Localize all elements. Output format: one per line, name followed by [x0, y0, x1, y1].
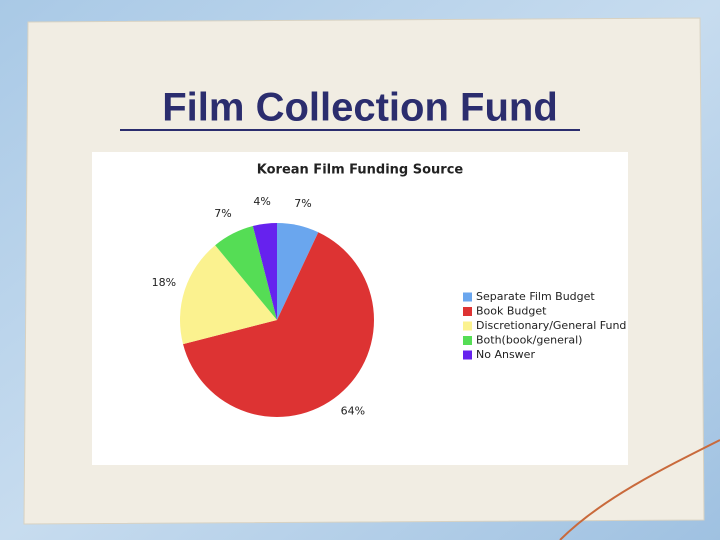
legend-label: Discretionary/General Fund [476, 319, 626, 332]
pie-chart: 7% 64% 18% 7% 4% Separate Film Budget Book Bud… [152, 195, 627, 418]
data-label: 4% [253, 195, 270, 208]
legend-swatch [463, 292, 472, 302]
legend-swatch [463, 336, 472, 345]
legend-swatch [463, 307, 472, 316]
pie-slice [277, 223, 319, 320]
pie-slice [180, 245, 277, 345]
pie-slice [215, 226, 277, 320]
data-label: 7% [214, 207, 231, 220]
legend-swatch [463, 350, 472, 360]
legend-label: No Answer [476, 348, 535, 361]
legend-swatch [463, 321, 472, 331]
legend-label: Book Budget [476, 305, 547, 318]
slide-title: Film Collection Fund [162, 86, 558, 130]
legend-label: Separate Film Budget [476, 290, 595, 303]
chart-title: Korean Film Funding Source [257, 163, 464, 178]
legend-label: Both(book/general) [476, 334, 582, 347]
data-label: 7% [294, 197, 311, 210]
data-label: 18% [152, 276, 176, 289]
decor-swirl [559, 439, 720, 540]
pie-slice [252, 223, 277, 320]
data-label: 64% [341, 405, 365, 418]
pie-slice [183, 232, 374, 417]
